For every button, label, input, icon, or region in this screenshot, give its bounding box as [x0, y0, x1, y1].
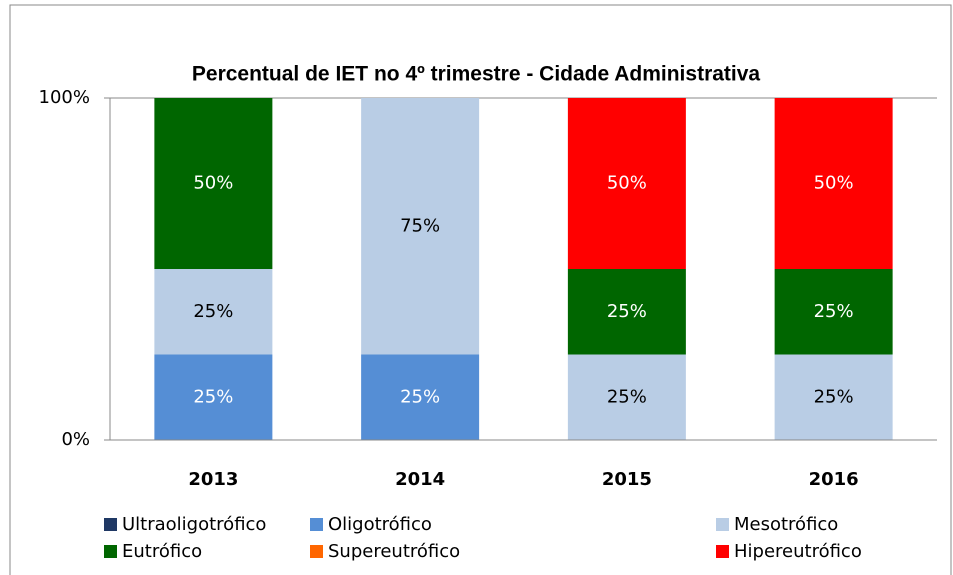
data-label: 25% — [607, 386, 647, 407]
x-tick-label: 2013 — [188, 469, 238, 490]
bar-segment — [567, 98, 686, 269]
bar-segment — [154, 354, 273, 440]
legend-label: Oligotrófico — [328, 514, 432, 535]
x-tick-label: 2016 — [809, 469, 859, 490]
legend-swatch — [104, 545, 117, 558]
bar-segment — [154, 269, 273, 355]
legend-swatch — [104, 518, 117, 531]
bar-segment — [567, 354, 686, 440]
x-tick-label: 2015 — [602, 469, 652, 490]
legend-swatch — [310, 545, 323, 558]
data-label: 25% — [193, 386, 233, 407]
chart-title: Percentual de IET no 4º trimestre - Cida… — [192, 63, 761, 86]
data-label: 25% — [607, 301, 647, 322]
data-label: 25% — [193, 301, 233, 322]
legend-swatch — [716, 545, 729, 558]
data-label: 25% — [400, 386, 440, 407]
bar-segment — [774, 354, 893, 440]
bar-segment — [154, 98, 273, 269]
y-tick-label: 0% — [61, 429, 90, 450]
bar-segment — [774, 269, 893, 355]
bar-segment — [361, 98, 480, 355]
data-label: 50% — [193, 173, 233, 194]
legend-label: Hipereutrófico — [734, 541, 862, 562]
bar-segment — [774, 98, 893, 269]
legend-label: Mesotrófico — [734, 514, 838, 535]
data-label: 25% — [814, 386, 854, 407]
y-tick-label: 100% — [39, 87, 90, 108]
bar-segment — [361, 354, 480, 440]
data-label: 25% — [814, 301, 854, 322]
data-label: 75% — [400, 215, 440, 236]
legend-label: Eutrófico — [122, 541, 202, 562]
bar-segment — [567, 269, 686, 355]
legend-swatch — [716, 518, 729, 531]
legend-label: Ultraoligotrófico — [122, 514, 266, 535]
x-tick-label: 2014 — [395, 469, 445, 490]
data-label: 50% — [607, 173, 647, 194]
legend-swatch — [310, 518, 323, 531]
data-label: 50% — [814, 173, 854, 194]
legend-label: Supereutrófico — [328, 541, 460, 562]
